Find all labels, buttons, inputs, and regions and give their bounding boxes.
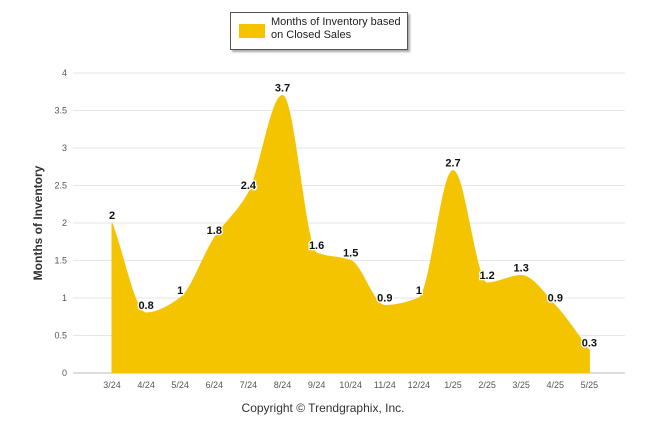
x-tick-label: 2/25 bbox=[478, 380, 496, 390]
y-tick-label: 1 bbox=[62, 293, 67, 303]
y-tick-label: 3 bbox=[62, 143, 67, 153]
y-tick-label: 1.5 bbox=[54, 256, 67, 266]
data-label: 1.3 bbox=[514, 263, 529, 275]
x-tick-label: 5/24 bbox=[171, 380, 189, 390]
data-label: 0.3 bbox=[582, 338, 597, 350]
area-series bbox=[111, 94, 590, 374]
y-tick-label: 4 bbox=[62, 68, 67, 78]
x-tick-label: 3/25 bbox=[512, 380, 530, 390]
y-tick-label: 2.5 bbox=[54, 181, 67, 191]
y-axis-ticks: 0 0.5 1 1.5 2 2.5 3 3.5 4 bbox=[54, 68, 67, 378]
data-label: 0.9 bbox=[548, 293, 563, 305]
legend-label: Months of Inventory based on Closed Sale… bbox=[271, 16, 401, 41]
data-label: 2 bbox=[109, 210, 115, 222]
data-label: 0.8 bbox=[138, 300, 153, 312]
y-tick-label: 0.5 bbox=[54, 331, 67, 341]
x-tick-label: 10/24 bbox=[339, 380, 362, 390]
legend-swatch bbox=[239, 24, 265, 38]
x-tick-label: 6/24 bbox=[206, 380, 224, 390]
x-tick-label: 5/25 bbox=[581, 380, 599, 390]
x-tick-label: 7/24 bbox=[240, 380, 258, 390]
x-tick-label: 1/25 bbox=[444, 380, 462, 390]
data-label: 0.9 bbox=[377, 293, 392, 305]
legend: Months of Inventory based on Closed Sale… bbox=[230, 12, 408, 50]
x-tick-label: 3/24 bbox=[103, 380, 121, 390]
data-label: 2.4 bbox=[241, 180, 257, 192]
y-axis-title: Months of Inventory bbox=[31, 165, 45, 280]
y-tick-label: 3.5 bbox=[54, 106, 67, 116]
data-label: 1 bbox=[177, 285, 183, 297]
x-tick-label: 11/24 bbox=[374, 380, 396, 390]
x-tick-label: 4/24 bbox=[137, 380, 155, 390]
x-tick-label: 9/24 bbox=[308, 380, 326, 390]
area-fill bbox=[111, 94, 590, 374]
x-axis-ticks: 3/24 4/24 5/24 6/24 7/24 8/24 9/24 10/24 11/24 12… bbox=[103, 380, 598, 390]
data-label: 3.7 bbox=[275, 83, 290, 95]
data-label: 2.7 bbox=[445, 158, 460, 170]
data-label: 1.6 bbox=[309, 240, 324, 252]
x-tick-label: 8/24 bbox=[274, 380, 292, 390]
data-labels: 2 0.8 1 1.8 2.4 3.7 1.6 1.5 0.9 1 2.7 1.2 1.3 0.9 0.3 bbox=[108, 81, 599, 351]
y-tick-label: 2 bbox=[62, 218, 67, 228]
data-label: 1.2 bbox=[479, 270, 494, 282]
data-label: 1.8 bbox=[207, 225, 222, 237]
x-tick-label: 12/24 bbox=[408, 380, 431, 390]
copyright-footer: Copyright © Trendgraphix, Inc. bbox=[241, 401, 405, 415]
y-tick-label: 0 bbox=[62, 368, 67, 378]
x-tick-label: 4/25 bbox=[547, 380, 565, 390]
data-label: 1.5 bbox=[343, 248, 358, 260]
data-label: 1 bbox=[416, 285, 422, 297]
